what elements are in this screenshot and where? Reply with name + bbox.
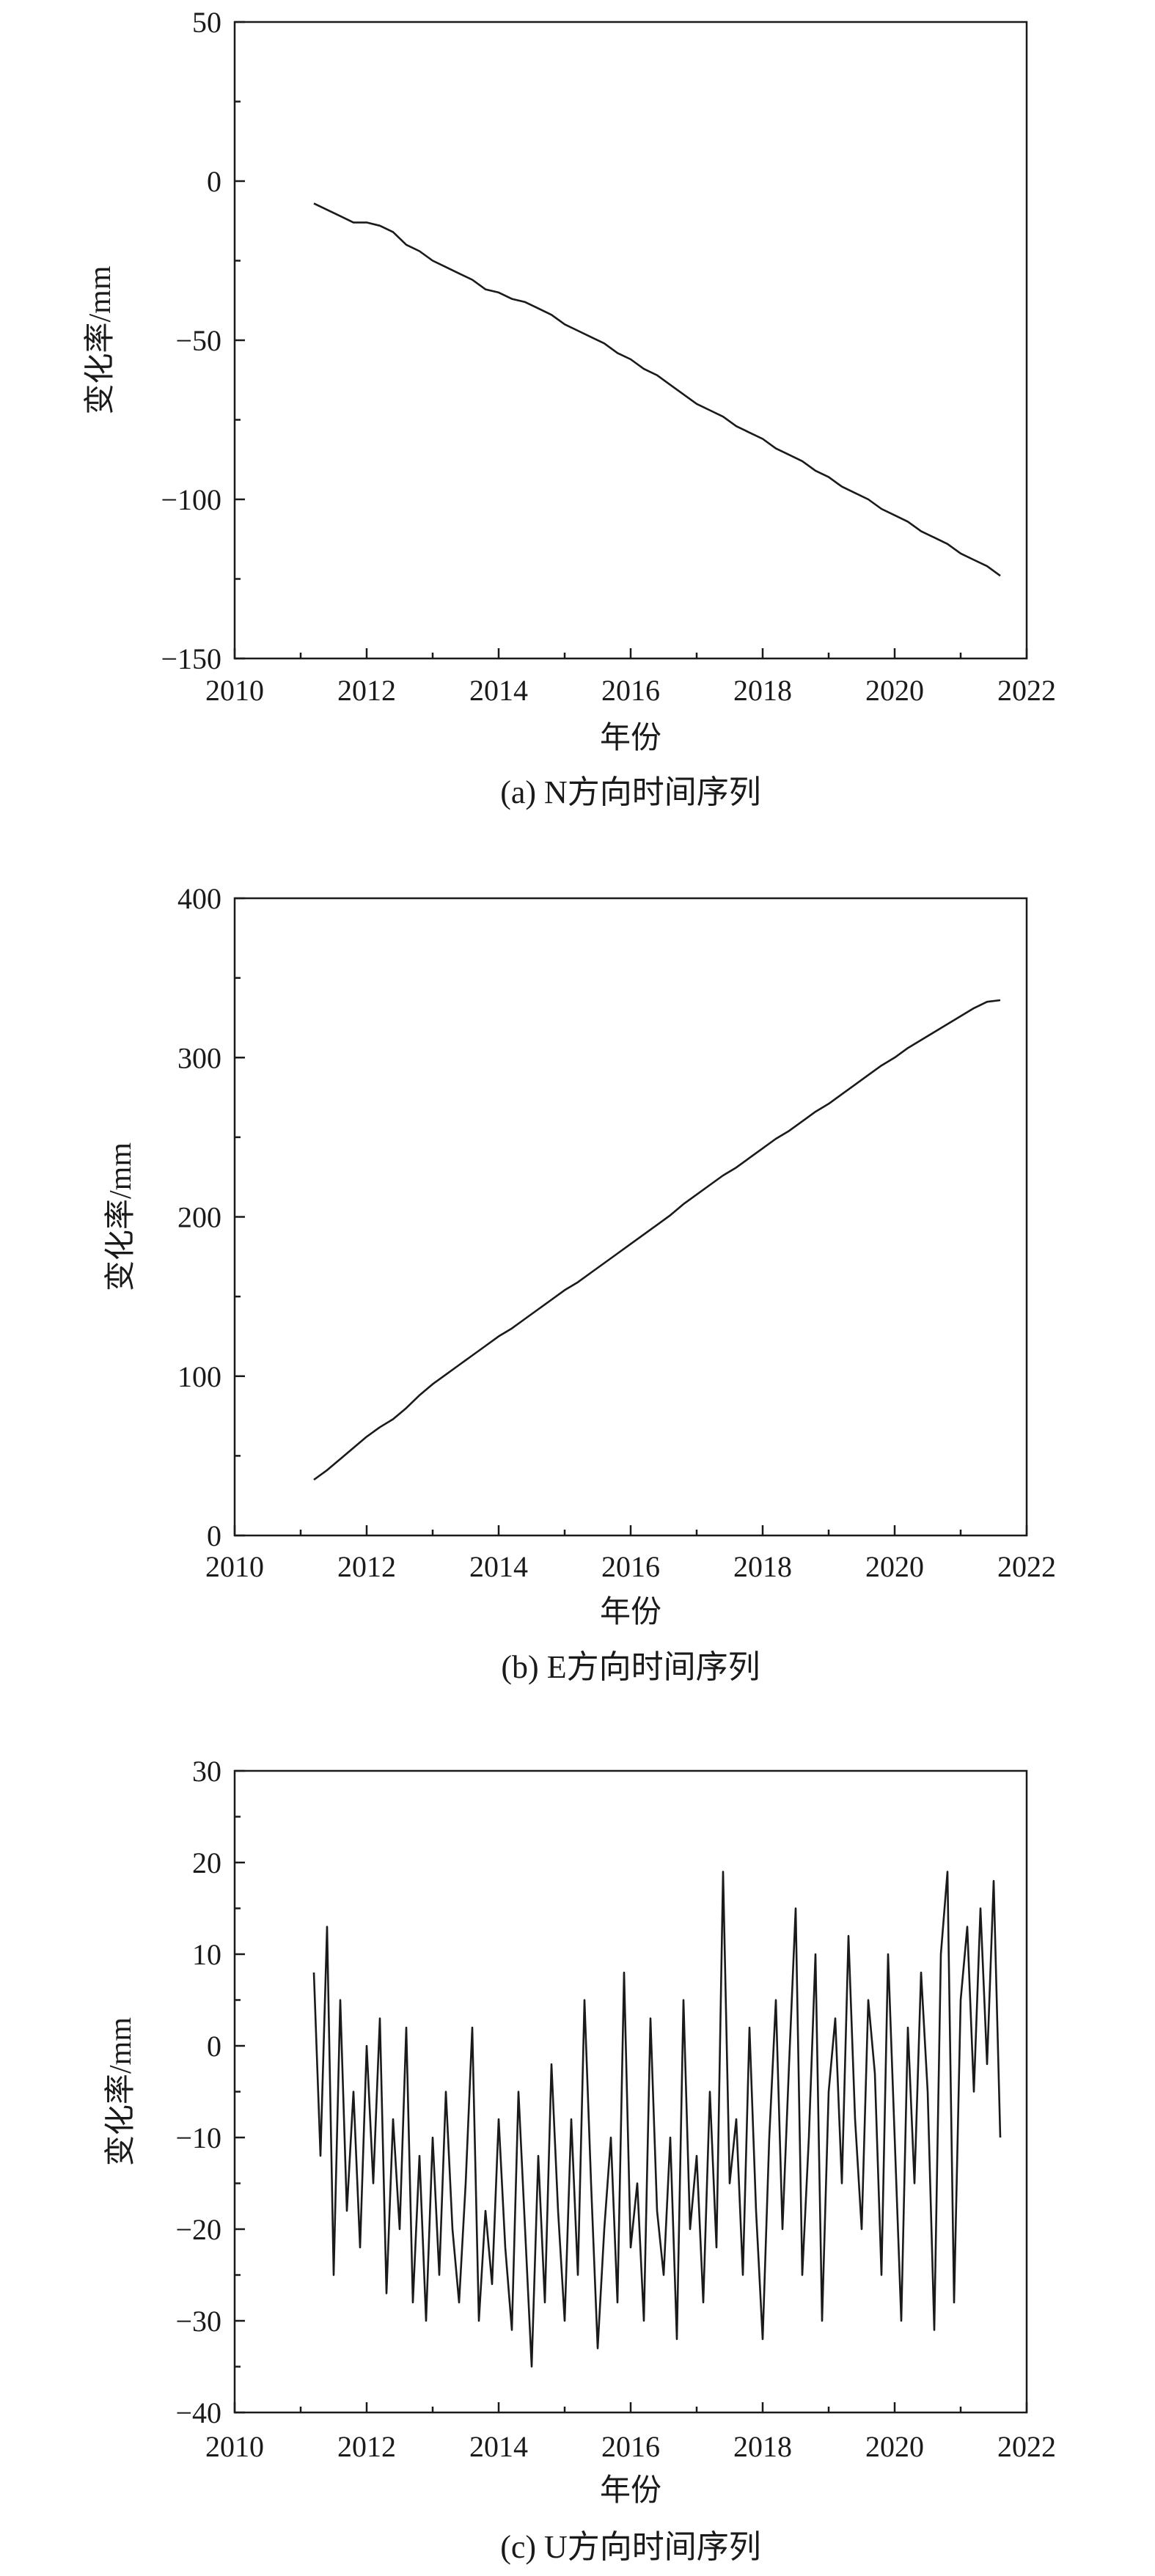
x-tick-label: 2014 <box>469 1550 528 1583</box>
y-axis-title: 变化率/mm <box>83 265 117 414</box>
x-tick-label: 2012 <box>337 674 396 707</box>
y-tick-label: 0 <box>207 165 221 198</box>
chart-panel-n: 2010 2012 2014 2016 2018 2020 2022 −150 −100 −50 0… <box>83 6 1056 810</box>
x-tick-label: 2010 <box>205 1550 264 1583</box>
x-axis-title: 年份 <box>600 2473 661 2508</box>
x-axis-title: 年份 <box>600 721 661 755</box>
x-tick-label: 2020 <box>865 2430 924 2463</box>
plot-frame <box>233 21 1028 660</box>
chart-caption: (c) U方向时间序列 <box>500 2529 761 2565</box>
y-tick-label: 10 <box>192 1938 221 1971</box>
x-tick-label: 2018 <box>733 2430 792 2463</box>
x-tick-label: 2016 <box>601 2430 660 2463</box>
chart-panel-u: 2010 2012 2014 2016 2018 2020 2022−40−30−20−10… <box>103 1755 1056 2565</box>
x-tick-label: 2018 <box>733 674 792 707</box>
chart-panel-e: 2010 2012 2014 2016 2018 2020 2022 0 100 200 300 40… <box>103 882 1056 1685</box>
y-tick-label: 200 <box>177 1201 221 1234</box>
y-tick-label: −50 <box>175 324 221 357</box>
x-tick-label: 2022 <box>997 674 1056 707</box>
y-tick-label: 100 <box>177 1360 221 1393</box>
y-tick-label: −10 <box>175 2121 221 2154</box>
x-tick-label: 2014 <box>469 2430 528 2463</box>
chart-caption: (a) N方向时间序列 <box>500 774 761 810</box>
y-tick-label: 50 <box>192 6 221 39</box>
series-line-n <box>313 202 1001 577</box>
x-tick-label: 2016 <box>601 1550 660 1583</box>
y-tick-label: 0 <box>207 1519 221 1552</box>
y-tick-label: −20 <box>175 2213 221 2246</box>
y-tick-label: −40 <box>175 2396 221 2429</box>
x-tick-label: 2020 <box>865 1550 924 1583</box>
chart-caption: (b) E方向时间序列 <box>501 1649 760 1685</box>
x-tick-label: 2016 <box>601 674 660 707</box>
series-line-e <box>313 999 1001 1481</box>
x-axis-title: 年份 <box>600 1595 661 1629</box>
x-tick-label: 2012 <box>337 1550 396 1583</box>
y-tick-label: −150 <box>161 642 221 675</box>
x-tick-label: 2010 <box>205 2430 264 2463</box>
x-tick-label: 2018 <box>733 1550 792 1583</box>
y-axis-title: 变化率/mm <box>103 1142 138 1291</box>
x-tick-label: 2010 <box>205 674 264 707</box>
series-line-u <box>312 1871 1002 2368</box>
y-tick-label: 400 <box>177 882 221 915</box>
x-tick-label: 2022 <box>997 1550 1056 1583</box>
x-tick-label: 2014 <box>469 674 528 707</box>
y-tick-label: 30 <box>192 1755 221 1788</box>
x-tick-label: 2012 <box>337 2430 396 2463</box>
y-axis-title: 变化率/mm <box>103 2017 138 2166</box>
y-tick-label: −30 <box>175 2305 221 2338</box>
y-tick-label: 0 <box>207 2030 221 2063</box>
x-tick-label: 2022 <box>997 2430 1056 2463</box>
y-tick-label: −100 <box>161 483 221 516</box>
plot-frame <box>233 897 1028 1537</box>
y-tick-label: 20 <box>192 1846 221 1879</box>
y-tick-label: 300 <box>177 1041 221 1074</box>
x-tick-label: 2020 <box>865 674 924 707</box>
